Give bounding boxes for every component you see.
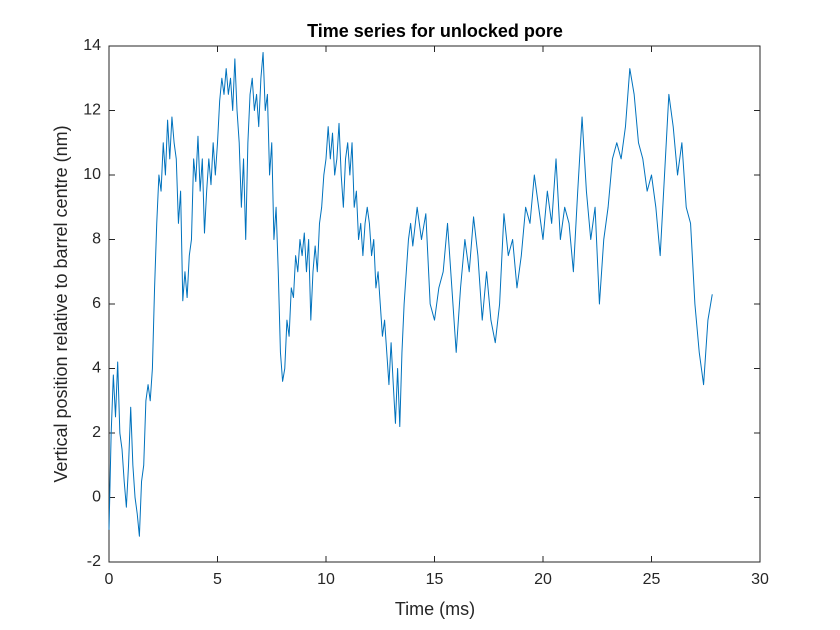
y-axis-label: Vertical position relative to barrel cen…	[51, 125, 71, 482]
x-tick-label: 30	[751, 571, 769, 588]
x-tick-label: 10	[317, 571, 335, 588]
x-tick-label: 20	[534, 571, 552, 588]
x-tick-label: 25	[643, 571, 661, 588]
y-tick-label: -2	[87, 553, 101, 570]
y-tick-label: 14	[83, 37, 101, 54]
chart-title: Time series for unlocked pore	[307, 21, 563, 41]
y-tick-label: 8	[92, 231, 101, 248]
y-tick-label: 4	[92, 360, 101, 377]
y-tick-label: 6	[92, 295, 101, 312]
x-axis-label: Time (ms)	[395, 599, 475, 619]
y-tick-label: 10	[83, 166, 101, 183]
x-tick-label: 5	[213, 571, 222, 588]
data-line	[108, 51, 713, 537]
x-tick-label: 15	[426, 571, 444, 588]
y-tick-label: 12	[83, 102, 101, 119]
plot-frame	[108, 45, 761, 563]
y-tick-label: 2	[92, 424, 101, 441]
y-tick-label: 0	[92, 489, 101, 506]
x-tick-label: 0	[105, 571, 114, 588]
